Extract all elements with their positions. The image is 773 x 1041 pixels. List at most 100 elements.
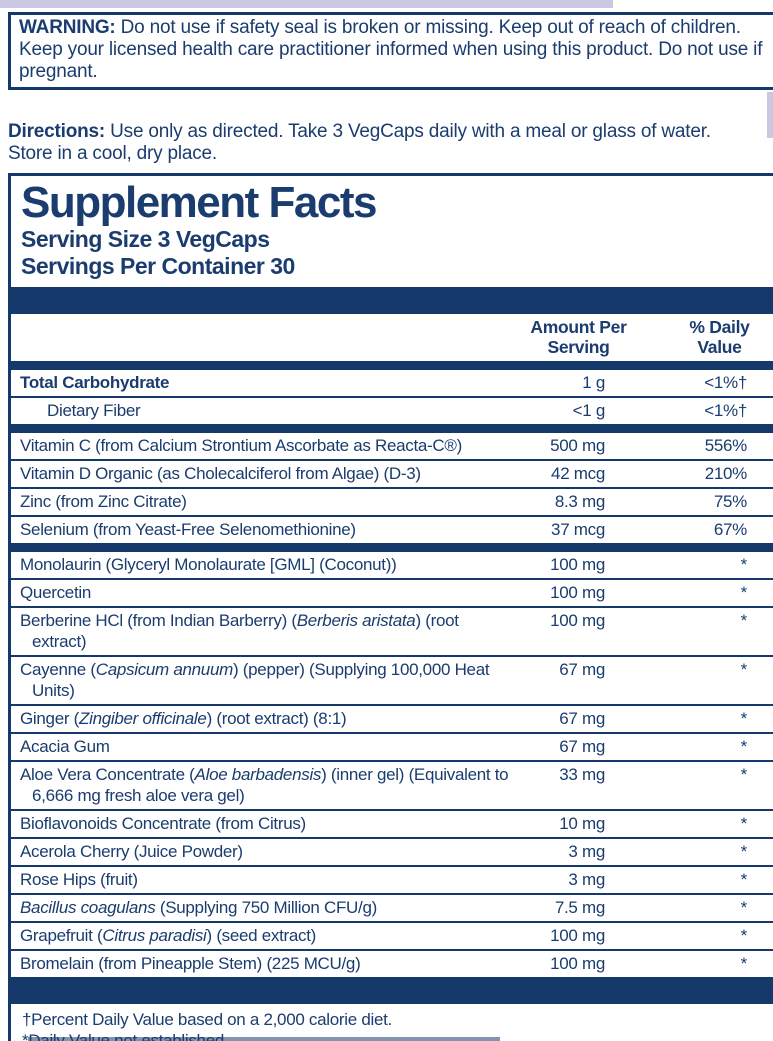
daily-value: 67% [713, 520, 747, 539]
daily-value: * [740, 954, 748, 973]
ingredient-name-part: ) (pepper) (Supplying 100,000 Heat Units… [32, 660, 490, 700]
table-row: Total Carbohydrate 1 g <1%† [11, 370, 773, 396]
amount-per-serving-value: 100 mg [550, 555, 605, 574]
ingredient-name: Acacia Gum [11, 736, 518, 757]
ingredient-name: Vitamin C (from Calcium Strontium Ascorb… [11, 435, 518, 456]
ingredient-name-part: Acerola Cherry (Juice Powder) [20, 842, 243, 861]
daily-value: * [740, 926, 748, 945]
ingredient-name: Aloe Vera Concentrate (Aloe barbadensis)… [11, 764, 518, 806]
amount-per-serving-value: 10 mg [559, 814, 605, 833]
daily-value: * [740, 709, 748, 728]
ingredient-name-part: Bromelain (from Pineapple Stem) (225 MCU… [20, 954, 361, 973]
table-row: Bacillus coagulans (Supplying 750 Millio… [11, 893, 773, 921]
ingredient-name-part: Total Carbohydrate [20, 373, 170, 392]
table-row: Quercetin 100 mg * [11, 578, 773, 606]
daily-value: * [740, 898, 748, 917]
directions-text: Use only as directed. Take 3 VegCaps dai… [8, 121, 711, 164]
ingredient-name: Acerola Cherry (Juice Powder) [11, 841, 518, 862]
ingredient-name-latin: Citrus paradisi [102, 926, 207, 945]
table-row: Grapefruit (Citrus paradisi) (seed extra… [11, 921, 773, 949]
amount-per-serving-value: 7.5 mg [554, 898, 605, 917]
directions-label: Directions: [8, 121, 106, 142]
daily-value: 75% [713, 492, 747, 511]
warning-text: Do not use if safety seal is broken or m… [19, 17, 763, 82]
footnotes: †Percent Daily Value based on a 2,000 ca… [11, 1004, 773, 1041]
daily-value: * [740, 814, 748, 833]
ingredient-name: Berberine HCl (from Indian Barberry) (Be… [11, 610, 518, 652]
amount-per-serving-value: 42 mcg [551, 464, 605, 483]
table-row: Rose Hips (fruit) 3 mg * [11, 865, 773, 893]
ingredient-name-part: Berberine HCl (from Indian Barberry) ( [20, 611, 297, 630]
amount-per-serving-value: 67 mg [559, 737, 605, 756]
table-row: Zinc (from Zinc Citrate) 8.3 mg 75% [11, 487, 773, 515]
daily-value: * [740, 555, 748, 574]
ingredient-name-part: (Supplying 750 Million CFU/g) [155, 898, 377, 917]
amount-per-serving-header: Amount Per Serving [530, 317, 627, 357]
daily-value: 210% [704, 464, 748, 483]
table-row: Acacia Gum 67 mg * [11, 732, 773, 760]
percent-daily-value-header: % Daily Value [689, 317, 750, 357]
amount-per-serving-value: 100 mg [550, 954, 605, 973]
ingredient-name-latin: Zingiber officinale [79, 709, 207, 728]
amount-per-serving-value: 37 mcg [551, 520, 605, 539]
ingredient-name-part: Quercetin [20, 583, 92, 602]
daily-value: 556% [704, 436, 748, 455]
directions: Directions: Use only as directed. Take 3… [8, 99, 773, 165]
ingredient-name: Selenium (from Yeast-Free Selenomethioni… [11, 519, 518, 540]
ingredient-name-part: ) (root extract) (8:1) [206, 709, 347, 728]
amount-per-serving-value: 500 mg [550, 436, 605, 455]
divider-bar [11, 424, 773, 433]
ingredient-name-part: Ginger ( [20, 709, 80, 728]
footnote: *Daily Value not established. [22, 1031, 229, 1041]
servings-per-container: Servings Per Container 30 [21, 253, 295, 279]
ingredient-name: Zinc (from Zinc Citrate) [11, 491, 518, 512]
table-row: Cayenne (Capsicum annuum) (pepper) (Supp… [11, 655, 773, 704]
divider-bar [11, 977, 773, 1004]
ingredient-name-part: Grapefruit ( [20, 926, 103, 945]
ingredient-name-part: Monolaurin (Glyceryl Monolaurate [GML] (… [20, 555, 397, 574]
ingredient-name-part: Rose Hips (fruit) [20, 870, 138, 889]
facts-section: Total Carbohydrate 1 g <1%† Dietary Fiber <1… [11, 370, 773, 424]
daily-value: * [740, 870, 748, 889]
name-header-spacer [11, 317, 491, 357]
daily-value: * [740, 765, 748, 784]
amount-per-serving-value: 67 mg [559, 660, 605, 679]
ingredient-name: Grapefruit (Citrus paradisi) (seed extra… [11, 925, 518, 946]
daily-value: * [740, 611, 748, 630]
ingredient-name: Quercetin [11, 582, 518, 603]
table-row: Selenium (from Yeast-Free Selenomethioni… [11, 515, 773, 543]
table-row: Acerola Cherry (Juice Powder) 3 mg * [11, 837, 773, 865]
ingredient-name-latin: Capsicum annuum [95, 660, 234, 679]
amount-per-serving-value: 3 mg [568, 870, 605, 889]
amount-per-serving-value: 100 mg [550, 583, 605, 602]
ingredient-name: Bioflavonoids Concentrate (from Citrus) [11, 813, 518, 834]
ingredient-name-part: ) (root extract) [32, 611, 459, 651]
daily-value: * [740, 842, 748, 861]
ingredient-name: Vitamin D Organic (as Cholecalciferol fr… [11, 463, 518, 484]
ingredient-name-part: Bioflavonoids Concentrate (from Citrus) [20, 814, 306, 833]
ingredient-name-latin: Berberis aristata [296, 611, 416, 630]
table-row: Vitamin C (from Calcium Strontium Ascorb… [11, 433, 773, 459]
ingredient-name-part: Acacia Gum [20, 737, 110, 756]
amount-per-serving-value: 100 mg [550, 926, 605, 945]
ingredient-name: Total Carbohydrate [11, 372, 518, 393]
amount-per-serving-value: 67 mg [559, 709, 605, 728]
amount-per-serving-value: 8.3 mg [554, 492, 605, 511]
ingredient-name: Bacillus coagulans (Supplying 750 Millio… [11, 897, 518, 918]
daily-value: * [740, 583, 748, 602]
lavender-band-top [0, 0, 613, 8]
ingredient-name: Ginger (Zingiber officinale) (root extra… [11, 708, 518, 729]
table-row: Monolaurin (Glyceryl Monolaurate [GML] (… [11, 552, 773, 578]
daily-value: * [740, 660, 748, 679]
table-row: Aloe Vera Concentrate (Aloe barbadensis)… [11, 760, 773, 809]
facts-section: Vitamin C (from Calcium Strontium Ascorb… [11, 433, 773, 543]
divider-bar [11, 361, 773, 370]
ingredient-name-part: ) (seed extract) [206, 926, 317, 945]
ingredient-name-part: Zinc (from Zinc Citrate) [20, 492, 187, 511]
supplement-facts-panel: Supplement Facts Serving Size 3 VegCaps … [8, 173, 773, 1041]
facts-table-body: Total Carbohydrate 1 g <1%† Dietary Fiber <1… [11, 370, 773, 1004]
table-row: Ginger (Zingiber officinale) (root extra… [11, 704, 773, 732]
ingredient-name: Rose Hips (fruit) [11, 869, 518, 890]
table-row: Bromelain (from Pineapple Stem) (225 MCU… [11, 949, 773, 977]
table-row: Vitamin D Organic (as Cholecalciferol fr… [11, 459, 773, 487]
